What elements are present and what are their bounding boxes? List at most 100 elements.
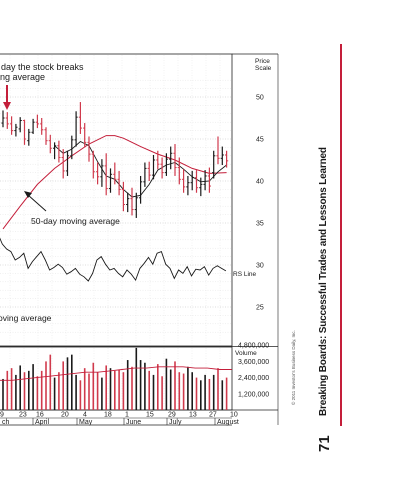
price-bar (182, 169, 186, 193)
price-bar (65, 150, 70, 176)
price-bar (121, 181, 125, 212)
price-tick-label: 30 (256, 263, 264, 270)
price-scale-title-line1: Price (255, 58, 270, 65)
running-head: Breaking Boards: Successful Trades and L… (318, 147, 329, 416)
price-tick-label: 40 (256, 179, 264, 186)
date-tick-label: 18 (104, 412, 112, 419)
price-bar (130, 187, 134, 216)
accent-rule (340, 44, 342, 426)
price-bar (48, 134, 52, 154)
price-bar (83, 123, 87, 147)
price-bar (14, 123, 18, 137)
price-bar (10, 116, 14, 135)
price-bar (143, 162, 147, 187)
month-label: April (35, 419, 49, 426)
date-tick-label: 27 (209, 412, 217, 419)
price-bar (156, 150, 160, 170)
price-bar (203, 170, 207, 191)
lower-ma-label: oving average (0, 313, 52, 323)
price-scale-title-line2: Scale (255, 65, 272, 72)
date-tick-label: 10 (230, 412, 238, 419)
price-tick-label: 45 (256, 137, 264, 144)
price-bar (87, 136, 91, 162)
price-bar (1, 110, 5, 128)
date-tick-label: 15 (146, 412, 154, 419)
price-bars-group (1, 102, 229, 218)
date-tick-label: 16 (36, 412, 44, 419)
rs-line (0, 237, 227, 282)
price-bar (160, 157, 164, 179)
price-bar (74, 111, 78, 147)
volume-average-line (0, 366, 232, 381)
price-bar (190, 170, 194, 191)
price-bar (53, 142, 57, 160)
price-bar (70, 135, 74, 160)
price-bar (100, 159, 104, 187)
date-tick-label: 23 (19, 412, 27, 419)
price-bar (194, 170, 199, 193)
price-bar (57, 140, 61, 163)
price-bar (220, 146, 224, 166)
price-bar (44, 127, 48, 145)
price-bar (27, 128, 31, 146)
price-bar (151, 154, 156, 180)
date-tick-label: 4 (83, 412, 87, 419)
tick-labels-group: 50 45 40 35 30 25 4,800,000 3,600,000 2,400,000 1… (0, 95, 269, 427)
date-tick-label: 1 (125, 412, 129, 419)
month-label: August (217, 419, 239, 426)
date-tick-label: 13 (189, 412, 197, 419)
price-bar (216, 136, 220, 165)
price-bar (22, 119, 27, 145)
price-tick-label: 35 (256, 221, 264, 228)
rs-line-label: RS Line (233, 271, 257, 278)
price-bar (164, 153, 168, 176)
price-tick-label: 25 (256, 305, 264, 312)
price-bar (207, 167, 211, 193)
price-bar (31, 118, 35, 134)
breakout-arrow-icon (3, 85, 11, 110)
volume-scale-title: Volume (235, 350, 257, 357)
price-bar (199, 177, 203, 197)
price-pane-frame (0, 53, 233, 347)
price-bar (177, 157, 181, 185)
price-bar (35, 114, 39, 129)
month-label: ch (2, 419, 10, 426)
price-bar (134, 192, 138, 218)
volume-tick-label: 2,400,000 (238, 375, 269, 382)
volume-tick-label: 3,600,000 (238, 359, 269, 366)
volume-tick-label: 4,800,000 (238, 343, 269, 350)
price-bar (78, 102, 82, 134)
price-bar (126, 192, 130, 213)
ma50-line (2, 135, 227, 230)
rs-line-group (0, 237, 227, 282)
price-bar (212, 150, 216, 179)
price-bar (18, 117, 22, 133)
ma50-label: 50-day moving average (31, 216, 120, 226)
ma50-pointer-arrow-icon (24, 191, 47, 212)
price-bar (91, 150, 95, 179)
price-bar (173, 144, 177, 176)
price-bar (108, 168, 113, 193)
date-tick-label: 29 (168, 412, 176, 419)
page-number: 71 (316, 435, 333, 452)
price-bar (61, 149, 65, 179)
price-bar (139, 175, 143, 204)
annotation-breakout-line1: day the stock breaks (1, 62, 84, 72)
price-bar (225, 150, 229, 168)
price-bar (169, 146, 173, 170)
copyright-notice: © 2011 Investor's Business Daily, Inc. (291, 330, 296, 405)
price-bar (186, 175, 190, 196)
price-bar (147, 161, 151, 181)
month-label: May (79, 419, 93, 426)
price-bar (113, 162, 117, 185)
price-bar (5, 112, 9, 129)
month-label: July (169, 419, 182, 426)
price-tick-label: 50 (256, 95, 264, 102)
price-bar (117, 170, 121, 196)
date-tick-label: 20 (61, 412, 69, 419)
volume-tick-label: 1,200,000 (238, 391, 269, 398)
price-bar (104, 153, 108, 196)
month-label: June (126, 419, 141, 426)
price-bar (96, 162, 100, 185)
